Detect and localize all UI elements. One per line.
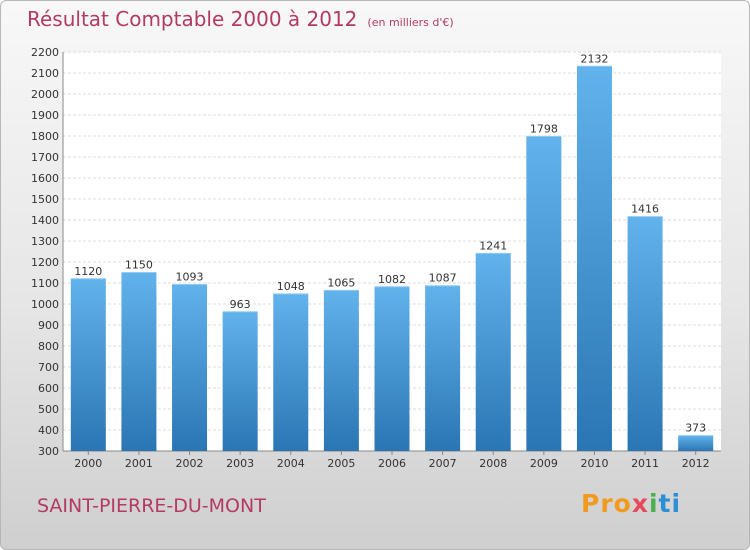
title-unit: (en milliers d'€): [367, 16, 454, 29]
x-tick-label-2003: 2003: [226, 457, 254, 470]
data-label-2008: 1241: [479, 239, 507, 252]
bar-2001: [121, 272, 157, 451]
y-tick-label: 500: [38, 403, 59, 416]
y-tick-label: 900: [38, 319, 59, 332]
x-tick-label-2002: 2002: [176, 457, 204, 470]
commune-name: SAINT-PIERRE-DU-MONT: [37, 495, 266, 517]
y-tick-label: 1300: [31, 235, 59, 248]
bar-2009: [526, 136, 562, 452]
y-tick-label: 1200: [31, 256, 59, 269]
y-tick-label: 800: [38, 340, 59, 353]
data-label-2000: 1120: [74, 265, 102, 278]
y-tick-label: 400: [38, 424, 59, 437]
x-tick-label-2011: 2011: [631, 457, 659, 470]
data-label-2005: 1065: [327, 276, 355, 289]
proxiti-logo: Proxiti: [581, 489, 681, 518]
data-label-2009: 1798: [530, 122, 558, 135]
y-tick-label: 1100: [31, 277, 59, 290]
y-tick-label: 1000: [31, 298, 59, 311]
bar-2002: [172, 284, 208, 451]
x-tick-label-2000: 2000: [74, 457, 102, 470]
bar-2012: [678, 435, 714, 451]
chart-title: Résultat Comptable 2000 à 2012 (en millie…: [27, 7, 454, 31]
bar-2006: [374, 286, 410, 451]
y-tick-label: 600: [38, 382, 59, 395]
data-label-2006: 1082: [378, 273, 406, 286]
logo-part-1: Pro: [581, 489, 632, 518]
y-tick-label: 1900: [31, 109, 59, 122]
x-tick-label-2009: 2009: [530, 457, 558, 470]
y-tick-label: 2000: [31, 88, 59, 101]
bar-2011: [627, 216, 663, 451]
x-tick-label-2012: 2012: [682, 457, 710, 470]
data-label-2001: 1150: [125, 259, 153, 272]
logo-part-4: ti: [658, 489, 682, 518]
y-tick-label: 2100: [31, 67, 59, 80]
bar-2008: [475, 253, 511, 451]
data-label-2010: 2132: [580, 52, 608, 65]
y-tick-label: 700: [38, 361, 59, 374]
x-tick-label-2006: 2006: [378, 457, 406, 470]
y-tick-label: 1600: [31, 172, 59, 185]
y-tick-label: 1400: [31, 214, 59, 227]
y-tick-label: 1700: [31, 151, 59, 164]
x-tick-label-2004: 2004: [277, 457, 305, 470]
logo-part-3: i: [648, 489, 659, 518]
x-tick-label-2010: 2010: [580, 457, 608, 470]
x-tick-label-2008: 2008: [479, 457, 507, 470]
bar-2004: [273, 293, 309, 451]
y-tick-label: 300: [38, 445, 59, 458]
x-tick-label-2007: 2007: [429, 457, 457, 470]
x-tick-label-2005: 2005: [327, 457, 355, 470]
data-label-2011: 1416: [631, 203, 659, 216]
bar-2010: [576, 66, 612, 451]
data-label-2003: 963: [230, 298, 251, 311]
data-label-2007: 1087: [429, 272, 457, 285]
bar-2003: [222, 311, 258, 451]
y-tick-label: 1800: [31, 130, 59, 143]
data-label-2004: 1048: [277, 280, 305, 293]
bar-2000: [70, 278, 106, 451]
logo-part-2: x: [631, 489, 649, 518]
data-label-2002: 1093: [176, 270, 204, 283]
bar-2005: [323, 290, 359, 451]
bar-2007: [425, 285, 461, 451]
x-tick-label-2001: 2001: [125, 457, 153, 470]
y-tick-label: 2200: [31, 46, 59, 59]
data-label-2012: 373: [685, 422, 706, 435]
title-text: Résultat Comptable 2000 à 2012: [27, 7, 358, 31]
y-tick-label: 1500: [31, 193, 59, 206]
